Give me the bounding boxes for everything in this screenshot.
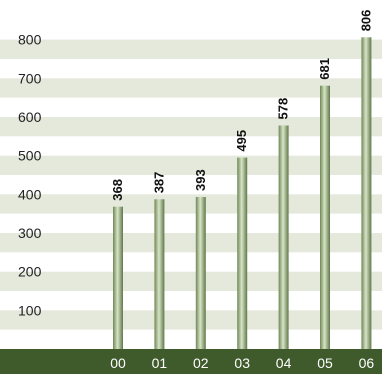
y-tick-label: 200 [18, 264, 42, 280]
bar [278, 125, 289, 349]
x-tick-label: 04 [276, 355, 292, 371]
bar [154, 199, 165, 349]
y-axis-ticks: 100 200 300 400 500 600 700 800 [18, 32, 42, 319]
bars [113, 37, 372, 350]
data-label: 578 [276, 98, 291, 120]
data-label: 393 [193, 169, 208, 191]
grid-band [0, 78, 382, 98]
x-tick-label: 05 [317, 355, 333, 371]
data-label: 368 [110, 179, 125, 201]
bar [113, 206, 123, 349]
y-tick-label: 700 [18, 70, 42, 86]
x-tick-label: 01 [152, 355, 168, 371]
y-tick-label: 500 [18, 148, 42, 164]
data-labels: 368 387 393 495 578 681 806 [110, 10, 373, 201]
y-tick-label: 800 [18, 32, 42, 48]
x-tick-label: 02 [193, 355, 209, 371]
y-tick-label: 400 [18, 186, 42, 202]
x-tick-label: 03 [234, 355, 250, 371]
grid-band [0, 39, 382, 59]
bar [361, 37, 372, 350]
data-label: 495 [234, 130, 249, 152]
x-axis-baseline [0, 349, 382, 374]
x-tick-label: 06 [359, 355, 375, 371]
y-tick-label: 300 [18, 225, 42, 241]
bar [237, 157, 248, 349]
x-tick-label: 00 [110, 355, 126, 371]
x-axis-categories: 00 01 02 03 04 05 06 [110, 355, 374, 371]
data-label: 681 [317, 58, 332, 80]
y-tick-label: 600 [18, 109, 42, 125]
data-label: 806 [358, 10, 373, 32]
data-label: 387 [151, 172, 166, 194]
y-tick-label: 100 [18, 302, 42, 318]
bar [320, 85, 330, 349]
bar [195, 197, 206, 349]
